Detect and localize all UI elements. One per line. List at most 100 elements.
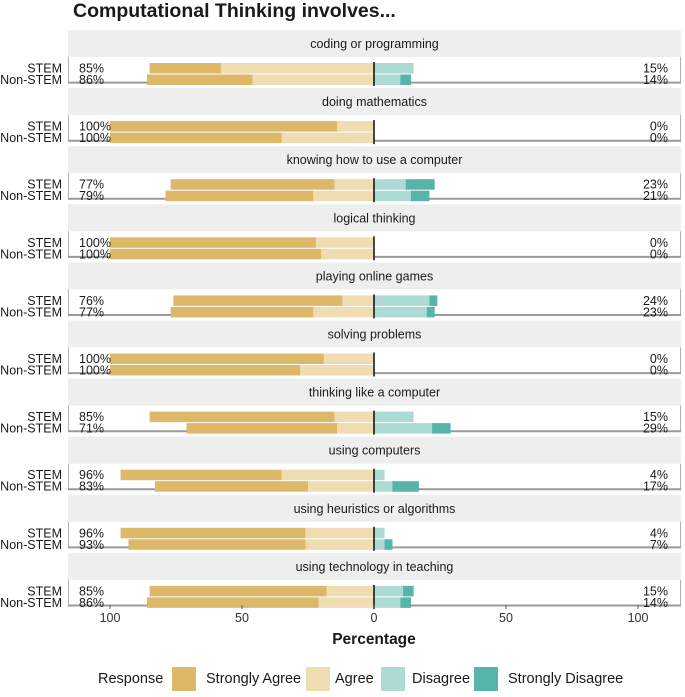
panel-label: using computers (329, 444, 421, 458)
agree-bar (326, 585, 374, 597)
strongly-agree-bar (120, 527, 306, 539)
disagree-percent-label: 24% (643, 294, 668, 308)
group-label: STEM (27, 236, 62, 250)
disagree-percent-label: 0% (650, 120, 668, 134)
agree-bar (305, 539, 374, 550)
x-tick-label: 50 (499, 611, 513, 625)
chart-title: Computational Thinking involves... (73, 0, 396, 22)
agree-percent-label: 86% (79, 73, 104, 87)
agree-bar (313, 190, 374, 202)
panel-strip (68, 436, 681, 464)
panel-strip (68, 88, 681, 116)
disagree-percent-label: 14% (643, 596, 668, 610)
panel-strip (68, 378, 681, 406)
agree-percent-label: 96% (79, 468, 104, 482)
strongly-agree-bar (146, 74, 253, 85)
panel-label: using heuristics or algorithms (294, 502, 456, 516)
group-label: STEM (27, 62, 62, 76)
panel-strip (68, 320, 681, 348)
agree-bar (334, 179, 374, 190)
agree-bar (323, 353, 374, 364)
disagree-percent-label: 21% (643, 189, 668, 203)
strongly-agree-bar (120, 469, 282, 481)
group-label: STEM (27, 468, 62, 482)
strongly-agree-bar (128, 539, 306, 550)
disagree-bar (374, 295, 430, 306)
strongly-disagree-bar (426, 306, 435, 318)
disagree-bar (374, 585, 404, 597)
disagree-percent-label: 4% (650, 468, 668, 482)
strongly-disagree-bar (410, 190, 430, 202)
group-label: STEM (27, 178, 62, 192)
disagree-percent-label: 0% (650, 131, 668, 145)
strongly-disagree-bar (403, 585, 414, 597)
strongly-agree-bar (149, 585, 327, 597)
agree-percent-label: 100% (79, 236, 111, 250)
strongly-agree-bar (110, 121, 338, 132)
group-label: STEM (27, 294, 62, 308)
panel-label: knowing how to use a computer (287, 153, 463, 167)
disagree-percent-label: 23% (643, 305, 668, 319)
strongly-agree-bar (154, 481, 308, 492)
strongly-agree-bar (170, 306, 314, 318)
agree-bar (313, 306, 374, 318)
agree-percent-label: 100% (79, 247, 111, 261)
strongly-agree-bar (149, 411, 335, 423)
agree-percent-label: 85% (79, 62, 104, 76)
group-label: STEM (27, 410, 62, 424)
panel-strip (68, 204, 681, 232)
disagree-percent-label: 4% (650, 526, 668, 540)
panel-label: logical thinking (334, 211, 416, 225)
panel-label: coding or programming (310, 37, 439, 51)
legend-strongly-agree-swatch (172, 667, 196, 691)
agree-percent-label: 85% (79, 410, 104, 424)
disagree-percent-label: 23% (643, 178, 668, 192)
legend-disagree-swatch (381, 667, 405, 691)
disagree-percent-label: 0% (650, 236, 668, 250)
strongly-agree-bar (110, 353, 324, 364)
disagree-percent-label: 15% (643, 62, 668, 76)
group-label: Non-STEM (0, 538, 62, 552)
agree-bar (220, 63, 374, 74)
agree-percent-label: 100% (79, 131, 111, 145)
group-label: Non-STEM (0, 364, 62, 378)
agree-bar (315, 237, 374, 248)
strongly-disagree-bar (400, 74, 411, 85)
agree-percent-label: 77% (79, 305, 104, 319)
disagree-percent-label: 7% (650, 538, 668, 552)
disagree-percent-label: 0% (650, 352, 668, 366)
disagree-bar (374, 190, 411, 202)
group-label: Non-STEM (0, 596, 62, 610)
strongly-disagree-bar (400, 597, 411, 608)
agree-bar (337, 423, 374, 434)
panel-label: solving problems (328, 328, 422, 342)
strongly-agree-bar (146, 597, 319, 608)
agree-bar (281, 469, 374, 481)
panel-strip (68, 262, 681, 290)
disagree-percent-label: 29% (643, 422, 668, 436)
strongly-agree-bar (149, 63, 221, 74)
strongly-agree-bar (173, 295, 343, 306)
agree-percent-label: 85% (79, 584, 104, 598)
agree-percent-label: 71% (79, 422, 104, 436)
disagree-percent-label: 0% (650, 247, 668, 261)
disagree-bar (374, 597, 401, 608)
group-label: STEM (27, 120, 62, 134)
agree-bar (252, 74, 374, 85)
strongly-disagree-bar (384, 539, 393, 550)
strongly-agree-bar (110, 365, 301, 376)
agree-bar (321, 248, 374, 260)
agree-bar (281, 132, 374, 144)
legend-title: Response (98, 671, 163, 687)
strongly-disagree-bar (405, 179, 435, 190)
disagree-bar (374, 63, 414, 74)
agree-bar (337, 121, 374, 132)
disagree-bar (374, 74, 401, 85)
agree-percent-label: 77% (79, 178, 104, 192)
strongly-disagree-bar (432, 423, 451, 434)
agree-percent-label: 93% (79, 538, 104, 552)
x-tick-label: 50 (235, 611, 249, 625)
panel-label: doing mathematics (322, 95, 427, 109)
agree-percent-label: 96% (79, 526, 104, 540)
